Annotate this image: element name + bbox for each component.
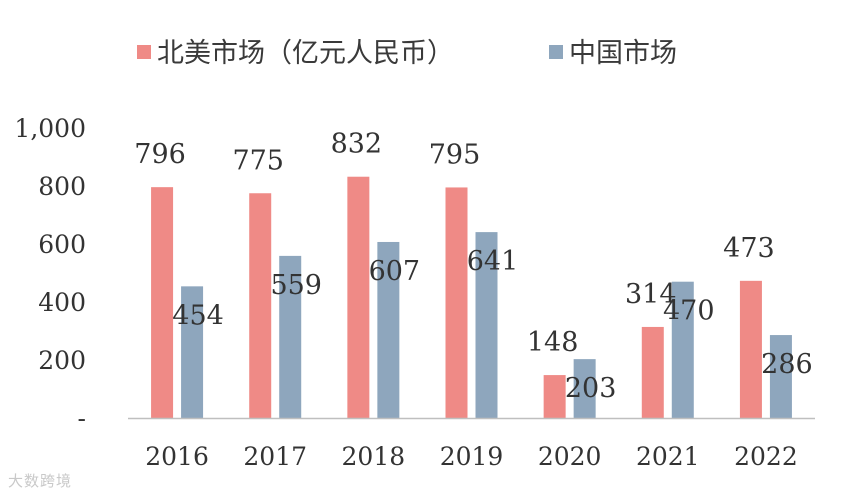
y-tick-label: 200 <box>38 346 86 375</box>
watermark: 大数跨境 <box>8 472 73 490</box>
data-label-china-2021: 470 <box>663 296 715 327</box>
bar-north-america-2019 <box>445 187 468 418</box>
x-tick-label: 2018 <box>342 442 406 471</box>
x-tick-label: 2016 <box>145 442 209 471</box>
y-tick-label: 400 <box>38 288 86 317</box>
legend-label-1: 北美市场（亿元人民币） <box>157 38 454 69</box>
data-label-north-america-2020: 148 <box>527 327 579 358</box>
x-tick-label: 2022 <box>734 442 798 471</box>
data-label-north-america-2021: 314 <box>625 279 677 310</box>
bar-north-america-2022 <box>739 280 762 418</box>
bars <box>151 176 792 418</box>
x-tick-label: 2021 <box>636 442 700 471</box>
legend-swatch-2 <box>549 45 563 59</box>
bar-north-america-2021 <box>641 326 664 418</box>
x-axis: 2016 2017 2018 2019 2020 2021 2022 <box>128 417 815 471</box>
y-axis: - 200 400 600 800 1,000 <box>14 114 86 433</box>
bar-china-2017 <box>279 255 302 418</box>
bar-north-america-2018 <box>347 176 370 418</box>
y-tick-label: 800 <box>38 172 86 201</box>
data-label-north-america-2017: 775 <box>232 145 284 176</box>
x-tick-label: 2019 <box>440 442 504 471</box>
y-tick-label: - <box>78 404 86 433</box>
data-label-north-america-2016: 796 <box>134 139 186 170</box>
bar-china-2019 <box>475 232 498 418</box>
x-tick-label: 2020 <box>538 442 602 471</box>
legend-label-2: 中国市场 <box>569 38 677 69</box>
data-label-china-2022: 286 <box>761 349 813 380</box>
data-label-china-2018: 607 <box>369 256 421 287</box>
data-label-north-america-2018: 832 <box>331 129 383 160</box>
x-tick-label: 2017 <box>243 442 307 471</box>
bar-china-2021 <box>671 281 694 418</box>
legend: 北美市场（亿元人民币） 中国市场 <box>137 38 677 69</box>
data-label-north-america-2019: 795 <box>429 139 481 170</box>
bar-china-2016 <box>181 286 204 418</box>
bar-china-2022 <box>769 335 792 418</box>
bar-china-2018 <box>377 241 400 418</box>
data-label-china-2016: 454 <box>172 300 224 331</box>
bar-north-america-2017 <box>249 193 272 418</box>
data-label-north-america-2022: 473 <box>723 233 775 264</box>
y-tick-label: 1,000 <box>14 114 86 143</box>
data-label-china-2017: 559 <box>270 270 322 301</box>
legend-swatch-1 <box>137 45 151 59</box>
bar-north-america-2016 <box>151 187 174 418</box>
y-tick-label: 600 <box>38 230 86 259</box>
bar-north-america-2020 <box>543 375 566 418</box>
data-label-china-2020: 203 <box>565 373 617 404</box>
bar-china-2020 <box>573 359 596 418</box>
data-label-china-2019: 641 <box>467 246 519 277</box>
